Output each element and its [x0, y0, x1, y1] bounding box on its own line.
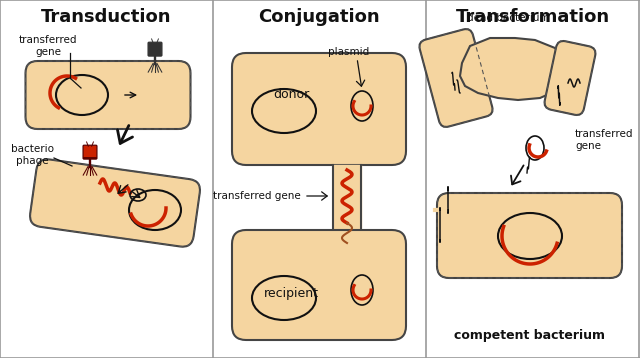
Text: plasmid: plasmid [328, 47, 370, 57]
Text: Transduction: Transduction [41, 8, 172, 26]
Polygon shape [460, 38, 568, 100]
FancyBboxPatch shape [30, 159, 200, 247]
Text: bacterio
phage: bacterio phage [10, 144, 54, 166]
Text: recipient: recipient [264, 286, 319, 300]
FancyBboxPatch shape [83, 145, 97, 159]
Text: Conjugation: Conjugation [258, 8, 380, 26]
FancyBboxPatch shape [232, 53, 406, 165]
Polygon shape [333, 165, 361, 228]
FancyBboxPatch shape [545, 41, 595, 115]
FancyBboxPatch shape [148, 42, 162, 56]
Text: transferred
gene: transferred gene [575, 129, 634, 151]
Text: transferred
gene: transferred gene [19, 35, 77, 57]
Text: transferred gene: transferred gene [213, 191, 301, 201]
Text: Transformation: Transformation [456, 8, 610, 26]
Text: dead bacterium: dead bacterium [467, 13, 549, 23]
FancyBboxPatch shape [419, 29, 493, 127]
FancyBboxPatch shape [26, 61, 191, 129]
FancyBboxPatch shape [232, 230, 406, 340]
Text: donor: donor [273, 87, 309, 101]
Text: competent bacterium: competent bacterium [454, 329, 605, 343]
FancyBboxPatch shape [437, 193, 622, 278]
